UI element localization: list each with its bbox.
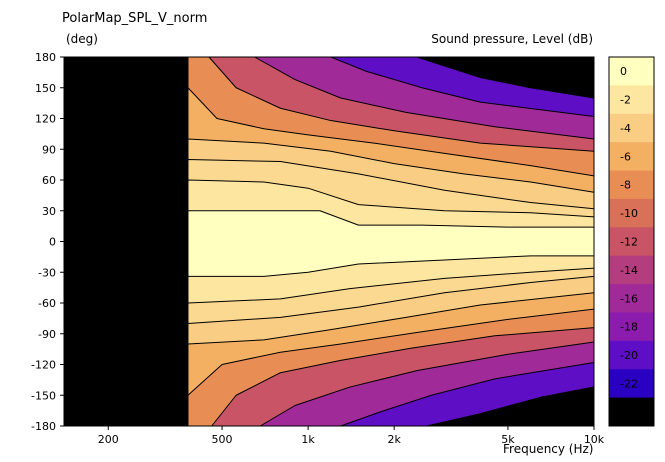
colorbar-tick-label: 0	[620, 65, 627, 78]
y-tick-label: -60	[38, 297, 56, 310]
y-tick-label: -120	[31, 359, 56, 372]
colorbar-tick-label: -14	[620, 264, 638, 277]
y-tick-label: 120	[35, 113, 56, 126]
colorbar-tick-label: -8	[620, 179, 631, 192]
y-tick-label: 150	[35, 82, 56, 95]
colorbar-tick-label: -6	[620, 150, 631, 163]
colorbar-swatch	[609, 284, 654, 313]
y-tick-label: 180	[35, 51, 56, 64]
y-tick-label: -150	[31, 389, 56, 402]
colorbar-swatch	[609, 369, 654, 399]
x-tick-label: 2k	[387, 433, 401, 446]
colorbar-tick-label: -22	[620, 377, 638, 390]
colorbar: 0 -2 -4 -6 -8 -10 -12 -14 -16 -18 -20 -22 -24	[608, 56, 655, 427]
y-tick-label: -90	[38, 328, 56, 341]
colorbar-tick-label: -18	[620, 321, 638, 334]
y-tick-label: 30	[42, 205, 56, 218]
y-tick-label: -30	[38, 266, 56, 279]
colorbar-tick-label: -16	[620, 292, 638, 305]
colorbar-swatch	[609, 57, 654, 86]
x-tick-label: 10k	[584, 433, 605, 446]
x-tick-label: 1k	[301, 433, 315, 446]
chart-title: PolarMap_SPL_V_norm	[62, 11, 208, 26]
colorbar-swatch	[609, 198, 654, 228]
x-tick-label: 5k	[501, 433, 515, 446]
colorbar-swatch	[609, 85, 654, 115]
colorbar-swatch	[609, 340, 654, 370]
colorbar-swatch	[609, 397, 654, 427]
colorbar-tick-label: -24	[620, 406, 638, 419]
colorbar-swatch	[609, 227, 654, 257]
y-tick-label: -180	[31, 420, 56, 433]
colorbar-tick-label: -2	[620, 94, 631, 107]
plot-area	[63, 56, 595, 427]
x-tick-label: 200	[98, 433, 119, 446]
x-axis-title: Frequency (Hz)	[503, 442, 594, 456]
y-tick-label: 90	[42, 143, 56, 156]
colorbar-tick-label: -20	[620, 349, 638, 362]
y-tick-label: 60	[42, 174, 56, 187]
colorbar-swatch	[609, 170, 654, 200]
no-data-region	[64, 57, 188, 426]
colorbar-frame	[608, 56, 655, 427]
x-axis: 200 500 1k 2k 5k 10k	[98, 426, 605, 446]
y-axis-unit: (deg)	[66, 32, 98, 46]
colorbar-tick-label: -4	[620, 122, 631, 135]
y-tick-label: 0	[49, 236, 56, 249]
colorbar-tick-label: -10	[620, 207, 638, 220]
colorbar-swatch	[609, 255, 654, 285]
colorbar-swatch	[609, 312, 654, 342]
y-axis: 180 150 120 90 60 30 0 -30 -60 -90 -120 -150 -180	[31, 51, 64, 433]
colorbar-swatch	[609, 142, 654, 172]
x-tick-label: 500	[212, 433, 233, 446]
colorbar-label: Sound pressure, Level (dB)	[431, 32, 593, 46]
colorbar-tick-label: -12	[620, 236, 638, 249]
colorbar-swatch	[609, 113, 654, 143]
